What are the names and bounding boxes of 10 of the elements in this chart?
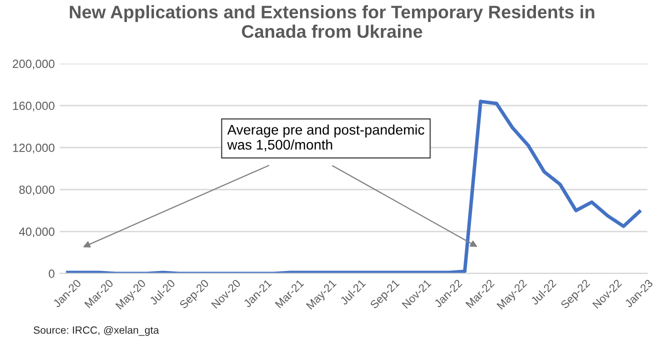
y-tick-label: 120,000 <box>13 144 54 154</box>
y-tick-label: 160,000 <box>13 102 54 112</box>
y-tick-label: 80,000 <box>19 186 54 196</box>
chart-title: New Applications and Extensions for Temporary Residents in Canada from Ukraine <box>70 5 594 38</box>
line-series <box>66 100 642 274</box>
y-tick-label: 40,000 <box>19 228 54 238</box>
y-tick-label: 0 <box>48 270 54 278</box>
source-note: Source: IRCC, @xelan_gta <box>34 326 159 336</box>
annotation: Average pre and post-pandemic was 1,500/month <box>227 124 424 152</box>
y-tick-label: 200,000 <box>12 60 54 70</box>
